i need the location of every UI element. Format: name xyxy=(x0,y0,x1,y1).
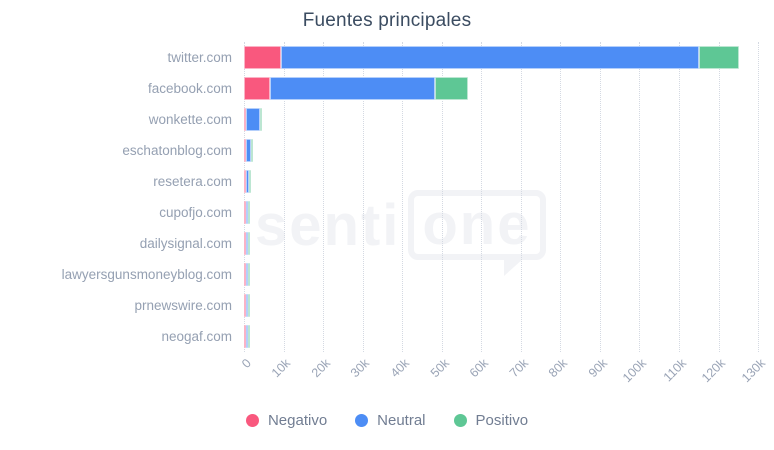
category-label: facebook.com xyxy=(147,81,232,96)
legend-label: Positivo xyxy=(475,412,529,429)
chart-title: Fuentes principales xyxy=(302,10,472,31)
category-label: cupofjo.com xyxy=(159,205,232,220)
bar-row: resetera.com xyxy=(0,166,774,197)
bar-track xyxy=(244,201,770,224)
x-tick-label: 80k xyxy=(546,356,571,381)
x-tick-label: 50k xyxy=(427,356,452,381)
bar-segment-positivo[interactable] xyxy=(248,325,250,348)
bar-track xyxy=(244,170,770,193)
x-tick-label: 100k xyxy=(620,356,650,386)
bar-segment-neutral[interactable] xyxy=(270,77,435,100)
bar-segment-neutral[interactable] xyxy=(246,263,249,286)
bar-segment-positivo[interactable] xyxy=(248,232,251,255)
bar-segment-positivo[interactable] xyxy=(260,108,263,131)
bar-track xyxy=(244,108,770,131)
bar-track xyxy=(244,294,770,317)
bar-row: wonkette.com xyxy=(0,104,774,135)
watermark-speech-bubble-icon: one xyxy=(408,190,546,276)
bar-row: twitter.com xyxy=(0,42,774,73)
bar-segment-neutral[interactable] xyxy=(246,325,248,348)
legend-label: Negativo xyxy=(267,412,328,429)
legend-label: Neutral xyxy=(377,412,426,429)
bar-segment-positivo[interactable] xyxy=(251,139,254,162)
x-tick-label: 70k xyxy=(506,356,531,381)
x-tick-label: 0 xyxy=(239,356,254,371)
category-label: twitter.com xyxy=(167,50,232,65)
bar-track xyxy=(244,77,770,100)
bar-segment-positivo[interactable] xyxy=(248,170,251,193)
bar-track xyxy=(244,139,770,162)
legend-dot-positivo xyxy=(453,414,467,427)
x-axis: 0 10k 20k 30k 40k 50k 60k 70k 80k 90k 100k 110k 120k… xyxy=(239,352,770,400)
bar-segment-positivo[interactable] xyxy=(248,263,251,286)
bar-segment-positivo[interactable] xyxy=(698,46,739,69)
category-label: eschatonblog.com xyxy=(122,143,232,158)
legend-dot-negativo xyxy=(245,414,259,427)
x-tick-label: 130k xyxy=(738,356,769,386)
x-tick-label: 40k xyxy=(387,356,413,381)
x-tick-label: 30k xyxy=(348,356,373,381)
bar-segment-positivo[interactable] xyxy=(248,294,251,317)
bar-segment-neutral[interactable] xyxy=(246,201,249,224)
bar-segment-neutral[interactable] xyxy=(246,294,249,317)
rows: twitter.com facebook.com wonkette.com escha… xyxy=(0,42,774,352)
legend: Negativo Neutral Positivo xyxy=(0,412,774,429)
category-label: resetera.com xyxy=(153,174,232,189)
bar-track xyxy=(244,325,770,348)
bar-segment-neutral[interactable] xyxy=(246,170,249,193)
bar-segment-positivo[interactable] xyxy=(248,201,251,224)
bar-segment-neutral[interactable] xyxy=(246,108,261,131)
bar-row: neogaf.com xyxy=(0,321,774,352)
category-label: neogaf.com xyxy=(161,329,232,344)
category-label: lawyersgunsmoneyblog.com xyxy=(61,267,232,282)
watermark-bubble-tail xyxy=(503,258,524,276)
bar-row: facebook.com xyxy=(0,73,774,104)
x-tick-label: 110k xyxy=(660,356,689,385)
sentione-watermark: senti one xyxy=(255,190,546,276)
bar-track xyxy=(244,46,770,69)
x-tick-label: 90k xyxy=(585,356,610,381)
bar-segment-neutral[interactable] xyxy=(246,139,252,162)
legend-item-neutral[interactable]: Neutral xyxy=(355,412,426,429)
bar-row: cupofjo.com xyxy=(0,197,774,228)
bar-segment-negativo[interactable] xyxy=(244,46,281,69)
bar-row: prnewswire.com xyxy=(0,290,774,321)
watermark-text: senti xyxy=(255,192,401,258)
legend-dot-neutral xyxy=(355,414,369,427)
category-label: wonkette.com xyxy=(148,112,232,127)
bar-segment-positivo[interactable] xyxy=(435,77,468,100)
x-tick-label: 120k xyxy=(699,356,729,386)
bar-segment-neutral[interactable] xyxy=(246,232,249,255)
bar-row: dailysignal.com xyxy=(0,228,774,259)
bar-track xyxy=(244,263,770,286)
category-label: dailysignal.com xyxy=(139,236,232,251)
legend-item-positivo[interactable]: Positivo xyxy=(453,412,529,429)
bar-segment-neutral[interactable] xyxy=(280,46,699,69)
bar-row: eschatonblog.com xyxy=(0,135,774,166)
x-tick-label: 10k xyxy=(269,356,294,381)
x-tick-label: 20k xyxy=(308,356,333,381)
legend-item-negativo[interactable]: Negativo xyxy=(245,412,328,429)
bar-row: lawyersgunsmoneyblog.com xyxy=(0,259,774,290)
category-label: prnewswire.com xyxy=(134,298,232,313)
bar-segment-negativo[interactable] xyxy=(244,77,271,100)
plot-area: senti one twitter.com facebook.com wonkett… xyxy=(0,42,774,352)
bar-track xyxy=(244,232,770,255)
watermark-bubble-text: one xyxy=(422,192,532,257)
x-tick-label: 60k xyxy=(467,356,492,381)
